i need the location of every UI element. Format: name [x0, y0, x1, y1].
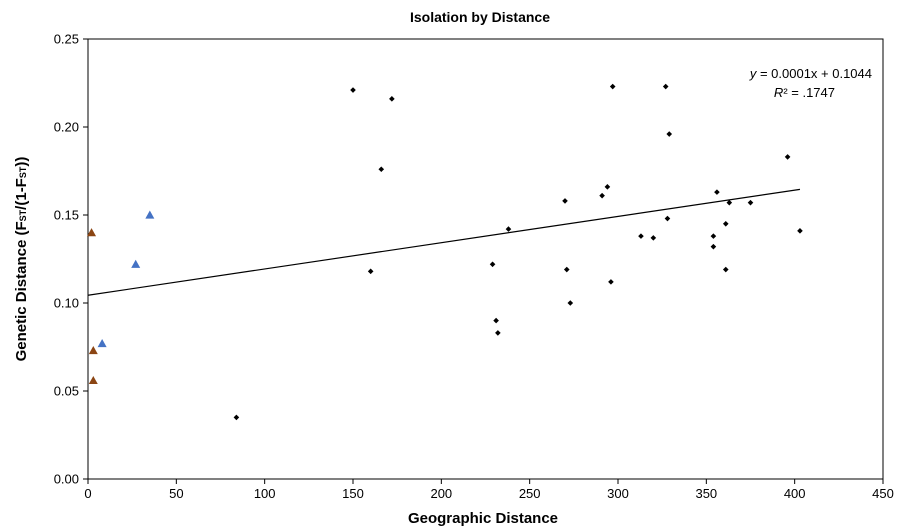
- y-tick-label: 0.00: [54, 472, 79, 487]
- trendline: [87, 188, 801, 296]
- x-tick-label: 450: [872, 486, 894, 501]
- data-point-diamond: [714, 189, 720, 195]
- x-tick-label: 0: [84, 486, 91, 501]
- data-point-diamond: [367, 268, 374, 275]
- data-point-diamond: [666, 131, 673, 137]
- y-axis-label-part: /(1-F: [13, 178, 30, 210]
- data-points: [87, 83, 803, 421]
- data-point-diamond: [722, 266, 729, 273]
- data-point-diamond: [489, 261, 496, 268]
- data-point-diamond: [797, 228, 803, 234]
- x-tick-label: 50: [169, 486, 183, 501]
- data-point-diamond: [233, 414, 240, 421]
- data-point-triangle: [131, 259, 141, 268]
- r2-body: ² = .1747: [783, 85, 835, 100]
- data-point-diamond: [493, 317, 499, 324]
- y-axis-label-part: )): [13, 157, 30, 167]
- data-point-diamond: [784, 154, 791, 160]
- y-axis-label: Genetic Distance (FST/(1-FST)): [13, 157, 30, 362]
- data-point-diamond: [747, 199, 754, 206]
- y-axis-label-part: Genetic Distance (F: [13, 221, 30, 361]
- data-point-diamond: [609, 83, 616, 90]
- data-point-diamond: [710, 243, 717, 250]
- data-point-diamond: [389, 96, 395, 102]
- data-point-triangle: [87, 228, 97, 237]
- x-tick-label: 200: [430, 486, 452, 501]
- data-point-diamond: [650, 235, 657, 241]
- y-axis-label-sub: ST: [18, 166, 28, 178]
- data-point-diamond: [495, 330, 501, 336]
- data-point-diamond: [638, 233, 644, 239]
- data-point-diamond: [505, 226, 512, 232]
- data-point-triangle: [97, 338, 107, 348]
- data-point-diamond: [604, 184, 611, 190]
- r-squared-label: R² = .1747: [774, 85, 835, 100]
- x-tick-label: 250: [519, 486, 541, 501]
- data-point-triangle: [88, 346, 98, 355]
- x-tick-label: 100: [254, 486, 276, 501]
- data-point-triangle: [145, 210, 155, 219]
- x-axis-label: Geographic Distance: [408, 510, 558, 527]
- data-point-diamond: [563, 266, 570, 273]
- y-tick-label: 0.20: [54, 120, 79, 135]
- x-tick-label: 350: [695, 486, 717, 501]
- data-point-diamond: [710, 233, 717, 239]
- data-point-diamond: [608, 279, 614, 285]
- y-axis-label-sub: ST: [18, 209, 28, 221]
- y-tick-label: 0.15: [54, 208, 79, 223]
- data-point-diamond: [378, 166, 385, 173]
- data-point-triangle: [88, 375, 98, 385]
- equation-y: y: [749, 66, 758, 81]
- data-point-diamond: [567, 300, 574, 306]
- y-tick-label: 0.25: [54, 32, 79, 47]
- data-point-diamond: [599, 192, 605, 199]
- data-point-diamond: [722, 221, 729, 227]
- data-point-diamond: [562, 198, 568, 204]
- chart-title: Isolation by Distance: [410, 9, 550, 25]
- y-tick-label: 0.05: [54, 384, 79, 399]
- plot-area-frame: [87, 38, 884, 480]
- data-point-diamond: [664, 215, 671, 222]
- x-axis-ticks: 0 50 100 150 200 250 300 350 400 450: [84, 479, 894, 501]
- data-point-diamond: [350, 87, 356, 93]
- y-tick-label: 0.10: [54, 296, 79, 311]
- trendline-equation: y = 0.0001x + 0.1044: [749, 66, 872, 81]
- equation-body: = 0.0001x + 0.1044: [756, 66, 872, 81]
- x-tick-label: 150: [342, 486, 364, 501]
- data-point-diamond: [726, 199, 733, 206]
- data-point-diamond: [662, 83, 669, 90]
- y-axis-ticks: 0.00 0.05 0.10 0.15 0.20 0.25: [54, 32, 88, 487]
- trendline-group: [87, 188, 801, 296]
- r2-r: R: [774, 85, 783, 100]
- x-tick-label: 400: [784, 486, 806, 501]
- x-tick-label: 300: [607, 486, 629, 501]
